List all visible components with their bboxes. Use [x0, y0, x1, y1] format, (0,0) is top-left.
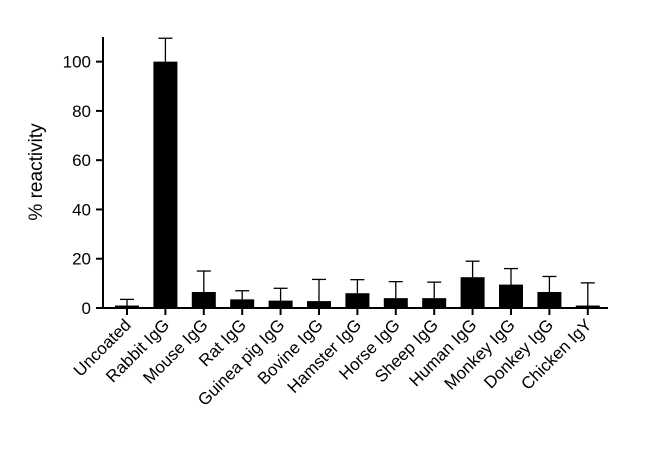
y-tick-label: 60 — [72, 151, 91, 170]
bar — [537, 291, 562, 308]
bar — [191, 291, 216, 308]
bar — [230, 299, 255, 308]
bar — [345, 293, 370, 308]
bar — [575, 305, 600, 308]
bar — [383, 298, 408, 308]
bar — [153, 61, 178, 308]
bar — [115, 305, 139, 308]
y-tick-label: 80 — [72, 102, 91, 121]
bar — [307, 301, 331, 308]
y-axis-title: % reactivity — [26, 123, 47, 221]
y-tick-label: 20 — [72, 250, 91, 269]
bar — [460, 277, 485, 308]
bar — [268, 300, 293, 308]
y-tick-label: 100 — [63, 53, 91, 72]
error-bars-group — [120, 37, 595, 306]
y-tick-label: 0 — [82, 299, 91, 318]
bar — [499, 284, 523, 308]
bars-group — [115, 61, 600, 308]
y-tick-label: 40 — [72, 200, 91, 219]
bar — [422, 298, 447, 308]
